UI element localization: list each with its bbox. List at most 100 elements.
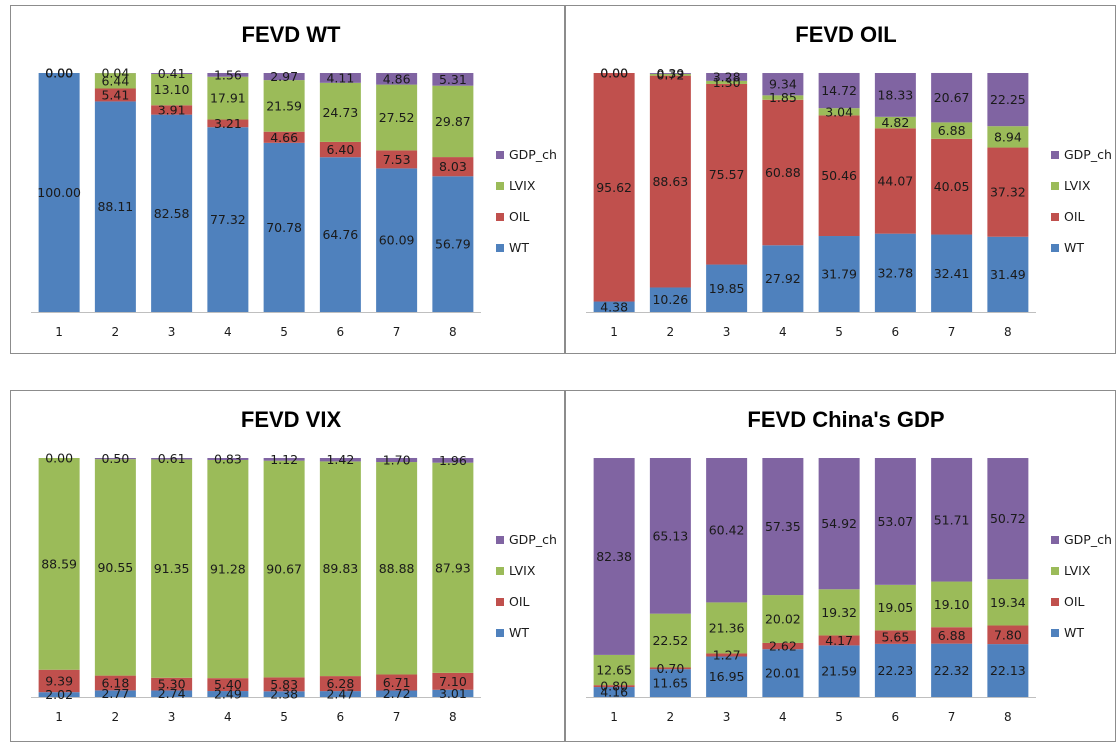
bar-gdp-ch-1 [593,458,635,655]
bar-wt-2 [94,101,136,312]
bar-lvix-5 [818,108,860,116]
bar-wt-8 [987,644,1029,697]
bar-gdp-ch-5 [818,458,860,590]
legend-swatch-gdp-ch [1051,151,1059,159]
data-label-lvix-5: 3.04 [825,104,853,119]
data-label-lvix-1: 0.00 [45,66,73,81]
bar-oil-1 [38,669,80,693]
bar-gdp-ch-4 [207,458,249,460]
data-label-lvix-6: 24.73 [322,105,358,120]
bar-lvix-1 [38,458,80,670]
data-label-gdp-ch-1: 0.00 [45,66,73,81]
bar-oil-8 [987,625,1029,645]
data-label-lvix-8: 8.94 [994,129,1022,144]
chart-svg: FEVD WT1 2 3 4 5 6 7 8100.000.000.000.0088.115.… [31,22,557,339]
data-label-lvix-2: 6.44 [101,73,129,88]
bar-wt-8 [987,236,1029,312]
data-label-gdp-ch-7: 20.67 [934,90,970,105]
data-label-gdp-ch-2: 65.13 [652,528,688,543]
data-label-gdp-ch-3: 3.28 [713,69,741,84]
bar-lvix-2 [649,73,691,76]
data-label-oil-8: 8.03 [439,159,467,174]
bar-wt-8 [432,176,474,312]
data-label-gdp-ch-7: 4.86 [383,71,411,86]
bar-wt-7 [376,168,418,312]
legend-label-wt: WT [509,240,529,255]
data-label-gdp-ch-5: 2.97 [270,69,298,84]
bar-wt-6 [319,691,361,697]
data-label-oil-7: 7.53 [383,152,411,167]
legend: GDP_ch LVIX OIL WT [496,532,557,640]
legend-swatch-lvix [496,567,504,575]
bar-oil-4 [207,119,249,128]
bar-wt-1 [593,301,635,312]
bar-lvix-4 [207,459,249,679]
data-label-wt-1: 100.00 [37,185,81,200]
bar-lvix-3 [151,73,193,106]
bar-gdp-ch-4 [207,73,249,77]
data-label-lvix-8: 19.34 [990,595,1026,610]
data-label-gdp-ch-1: 0.00 [600,66,628,81]
bar-oil-4 [207,678,249,692]
data-label-lvix-8: 29.87 [435,114,471,129]
data-label-gdp-ch-3: 0.61 [158,451,186,466]
x-tick-label-6: 6 [892,710,900,724]
legend-swatch-lvix [496,182,504,190]
data-label-wt-3: 19.85 [709,281,745,296]
x-tick-label-3: 3 [168,325,176,339]
chart-title: FEVD China's GDP [747,407,944,432]
data-label-gdp-ch-6: 18.33 [877,87,913,102]
legend-swatch-oil [496,213,504,221]
data-label-gdp-ch-4: 57.35 [765,519,801,534]
bar-wt-3 [151,690,193,697]
data-label-lvix-8: 87.93 [435,560,471,575]
data-label-oil-5: 5.83 [270,677,298,692]
bar-lvix-6 [874,584,916,631]
legend-label-gdp-ch: GDP_ch [509,147,557,162]
data-label-lvix-2: 0.72 [656,67,684,82]
bar-gdp-ch-7 [931,457,973,582]
data-label-wt-4: 77.32 [210,212,246,227]
data-label-wt-7: 2.72 [383,686,411,701]
bar-lvix-2 [94,73,136,89]
bar-wt-7 [376,690,418,697]
data-label-gdp-ch-6: 1.42 [326,452,354,467]
data-label-lvix-4: 17.91 [210,91,246,106]
bar-lvix-6 [319,82,361,142]
bar-gdp-ch-5 [818,72,860,109]
bar-gdp-ch-3 [706,73,748,81]
bar-oil-2 [649,75,691,288]
bar-wt-5 [263,691,305,697]
data-label-oil-6: 44.07 [877,173,913,188]
x-tick-label-6: 6 [337,325,345,339]
data-label-oil-4: 60.88 [765,165,801,180]
data-label-oil-1: 0.80 [600,679,628,694]
legend-label-lvix: LVIX [509,178,536,193]
legend-label-gdp-ch: GDP_ch [1064,147,1112,162]
data-label-gdp-ch-3: 60.42 [709,523,745,538]
chart-panel-fevd-china-gdp: FEVD China's GDP 1 2 3 4 5 6 7 8 4.16 0.80 12.65 82.… [565,390,1116,742]
bar-gdp-ch-6 [319,458,361,462]
x-tick-label-4: 4 [779,710,787,724]
x-tick-label-1: 1 [55,325,63,339]
data-label-gdp-ch-4: 0.83 [214,451,242,466]
legend-swatch-wt [1051,244,1059,252]
data-label-wt-1: 2.02 [45,687,73,702]
data-label-gdp-ch-1: 82.38 [596,549,632,564]
x-tick-label-7: 7 [948,325,956,339]
data-label-lvix-7: 88.88 [379,561,415,576]
data-label-wt-7: 22.32 [934,663,970,678]
x-tick-label-6: 6 [337,710,345,724]
data-label-lvix-1: 0.00 [600,66,628,81]
bar-gdp-ch-4 [762,458,804,596]
data-label-lvix-3: 1.30 [713,75,741,90]
bar-wt-1 [38,73,80,312]
legend-swatch-lvix [1051,182,1059,190]
bar-lvix-5 [263,80,305,132]
bar-wt-3 [706,264,748,312]
bar-wt-6 [874,643,916,697]
bar-wt-7 [931,234,973,312]
bar-oil-8 [432,672,474,690]
